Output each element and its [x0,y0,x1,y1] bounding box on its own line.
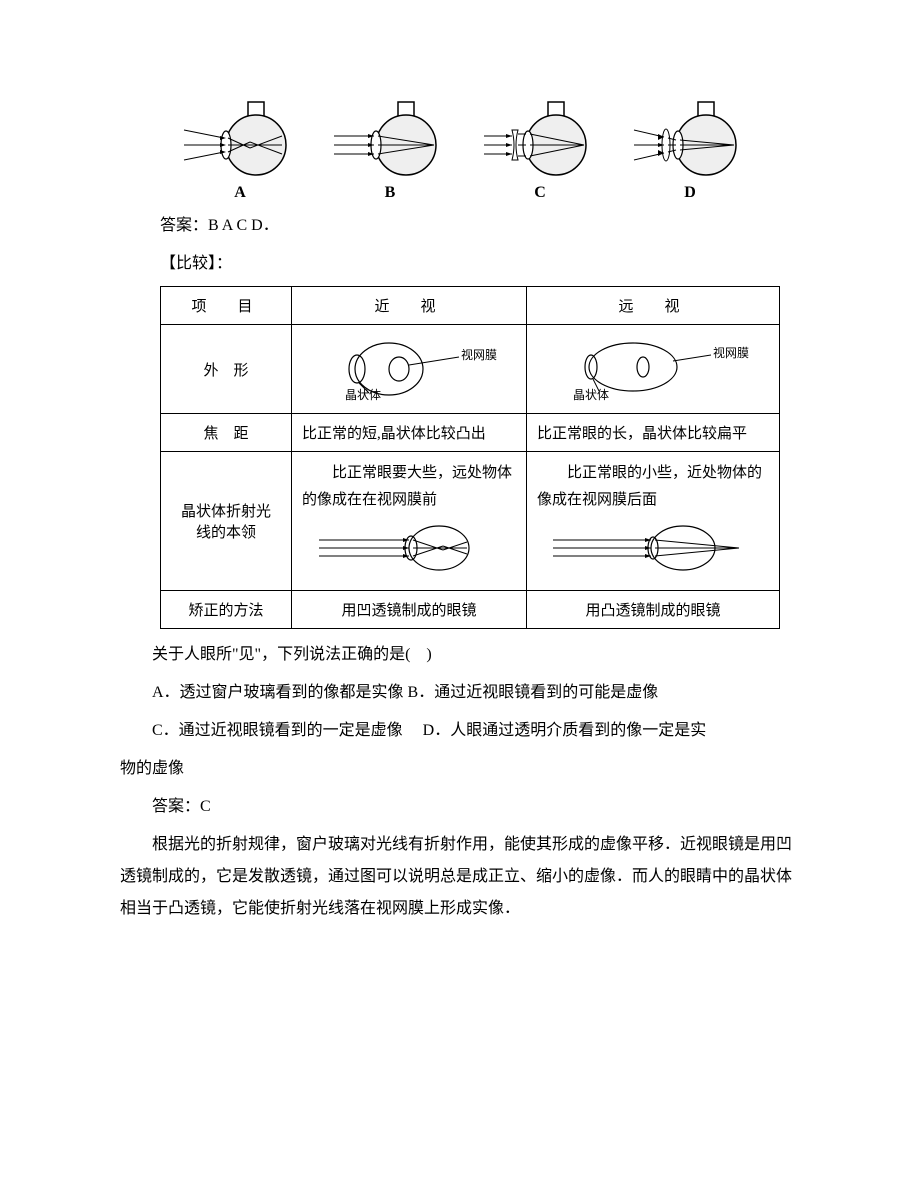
th-near: 近 视 [292,287,527,325]
eye-diagram-d-svg [630,100,750,180]
eye-diagram-a-svg [180,100,300,180]
shape-near-svg: 视网膜 晶状体 [309,337,509,401]
eye-diagram-c-svg [480,100,600,180]
row-refract-far: 比正常眼的小些，近处物体的像成在视网膜后面 [526,452,779,591]
row-focal-label: 焦 距 [161,414,292,452]
th-item: 项 目 [161,287,292,325]
refract-far-svg [543,518,763,578]
diagram-c-label: C [534,184,546,202]
shape-near-retina-label: 视网膜 [461,347,497,362]
refract-near-svg [309,518,509,578]
row-refract-far-text: 比正常眼的小些，近处物体的像成在视网膜后面 [537,460,769,514]
shape-far-lens-label: 晶状体 [573,388,609,401]
row-shape-near: 视网膜 晶状体 [292,325,527,414]
diagram-b: B [330,100,450,202]
row-refract-near: 比正常眼要大些，远处物体的像成在在视网膜前 [292,452,527,591]
diagram-d-label: D [684,184,696,202]
row-refract-label-l1: 晶状体折射光 [171,500,281,521]
question-options-line3: 物的虚像 [120,753,800,785]
comparison-table: 项 目 近 视 远 视 外 形 视网膜 晶状体 [160,286,780,629]
top-diagram-row: A B [120,100,800,202]
diagram-d: D [630,100,750,202]
question-options-line2: C．通过近视眼镜看到的一定是虚像 D．人眼通过透明介质看到的像一定是实 [120,715,800,747]
eye-diagram-b-svg [330,100,450,180]
row-shape-far: 视网膜 晶状体 [526,325,779,414]
row-correct-label: 矫正的方法 [161,591,292,629]
shape-far-svg: 视网膜 晶状体 [543,337,763,401]
diagram-c: C [480,100,600,202]
shape-near-lens-label: 晶状体 [345,388,381,401]
table-row-correct: 矫正的方法 用凹透镜制成的眼镜 用凸透镜制成的眼镜 [161,591,780,629]
table-header-row: 项 目 近 视 远 视 [161,287,780,325]
row-refract-near-text: 比正常眼要大些，远处物体的像成在在视网膜前 [302,460,516,514]
row-shape-label: 外 形 [161,325,292,414]
row-focal-near: 比正常的短,晶状体比较凸出 [292,414,527,452]
answer-line-1: 答案：B A C D． [160,210,800,242]
row-refract-label: 晶状体折射光 线的本领 [161,452,292,591]
row-correct-near: 用凹透镜制成的眼镜 [292,591,527,629]
table-row-focal: 焦 距 比正常的短,晶状体比较凸出 比正常眼的长，晶状体比较扁平 [161,414,780,452]
question-stem: 关于人眼所"见"，下列说法正确的是( ) [120,639,800,671]
table-row-refract: 晶状体折射光 线的本领 比正常眼要大些，远处物体的像成在在视网膜前 [161,452,780,591]
diagram-a: A [180,100,300,202]
diagram-a-label: A [234,184,246,202]
th-far: 远 视 [526,287,779,325]
compare-label: 【比较】： [160,248,800,280]
table-row-shape: 外 形 视网膜 晶状体 视网膜 [161,325,780,414]
diagram-b-label: B [385,184,396,202]
row-refract-label-l2: 线的本领 [171,521,281,542]
shape-far-retina-label: 视网膜 [713,345,749,360]
row-correct-far: 用凸透镜制成的眼镜 [526,591,779,629]
explanation-text: 根据光的折射规律，窗户玻璃对光线有折射作用，能使其形成的虚像平移．近视眼镜是用凹… [120,829,800,925]
answer-2: 答案：C [120,791,800,823]
row-focal-far: 比正常眼的长，晶状体比较扁平 [526,414,779,452]
question-options-line1: A．透过窗户玻璃看到的像都是实像 B．通过近视眼镜看到的可能是虚像 [120,677,800,709]
